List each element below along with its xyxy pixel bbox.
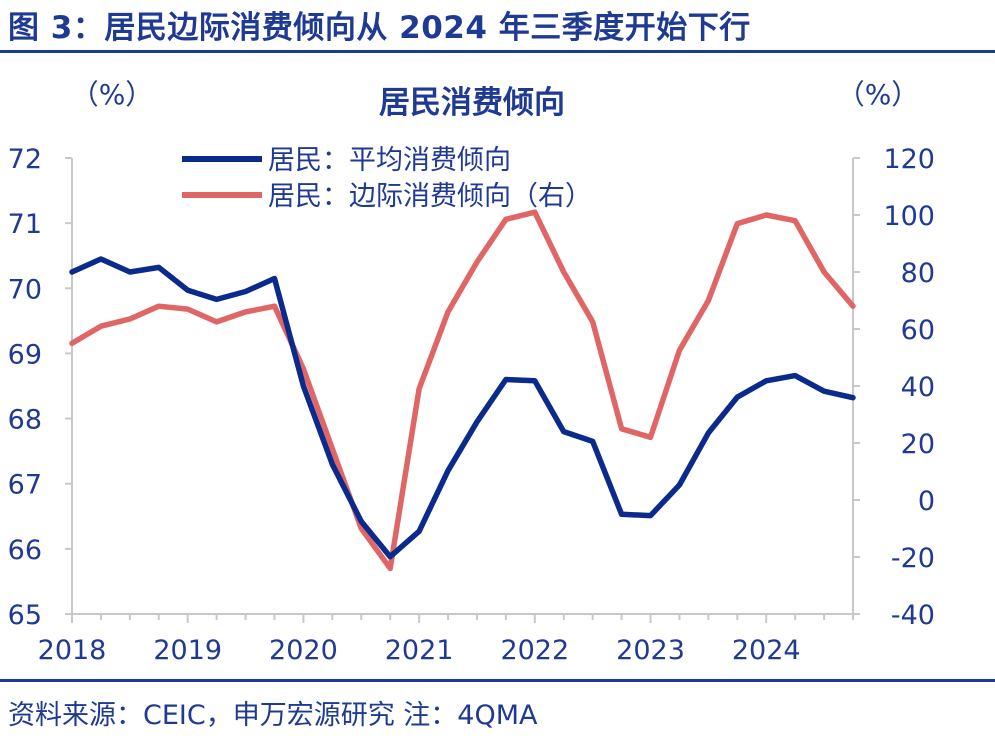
bottom-rule (0, 679, 995, 682)
left-tick-label: 68 (8, 405, 42, 436)
x-tick-label: 2022 (500, 635, 569, 666)
legend: 居民：平均消费倾向 居民：边际消费倾向（右） (182, 145, 592, 212)
x-tick-label: 2020 (269, 635, 338, 666)
left-tick-label: 71 (8, 209, 42, 240)
right-tick-label: 100 (883, 201, 935, 232)
series-line-avg (69, 256, 856, 560)
right-tick-label: 60 (901, 315, 935, 346)
left-tick-label: 72 (8, 144, 42, 175)
top-rule (0, 50, 995, 53)
chart: 居民消费倾向 （%） （%） 65 66 67 68 69 70 71 72 -40 -20 0 20… (8, 78, 935, 666)
x-tick-label: 2021 (385, 635, 454, 666)
left-axis-unit: （%） (71, 78, 154, 111)
right-tick-label: -20 (891, 543, 935, 574)
x-tick-label: 2023 (616, 635, 685, 666)
axes: 65 66 67 68 69 70 71 72 -40 -20 0 20 40 60 80 100 120 201… (8, 144, 935, 666)
right-tick-label: 120 (883, 144, 935, 175)
left-tick-label: 65 (8, 600, 42, 631)
series-line-marginal (69, 209, 856, 572)
right-axis-unit: （%） (837, 78, 920, 111)
left-tick-label: 70 (8, 274, 42, 305)
chart-title: 居民消费倾向 (379, 85, 565, 121)
left-tick-label: 67 (8, 470, 42, 501)
left-tick-label: 66 (8, 535, 42, 566)
series-layer (69, 209, 856, 572)
source-note: 资料来源：CEIC，申万宏源研究 注：4QMA (8, 700, 538, 731)
right-tick-label: 40 (901, 372, 935, 403)
figure-title: 图 3：居民边际消费倾向从 2024 年三季度开始下行 (8, 10, 751, 46)
x-tick-label: 2024 (732, 635, 801, 666)
legend-label-marginal: 居民：边际消费倾向（右） (268, 181, 592, 212)
right-tick-label: 0 (918, 486, 935, 517)
x-tick-label: 2018 (38, 635, 107, 666)
legend-label-avg: 居民：平均消费倾向 (268, 145, 511, 176)
right-tick-label: -40 (891, 600, 935, 631)
x-tick-label: 2019 (153, 635, 222, 666)
right-tick-label: 80 (901, 258, 935, 289)
right-tick-label: 20 (901, 429, 935, 460)
left-tick-label: 69 (8, 339, 42, 370)
